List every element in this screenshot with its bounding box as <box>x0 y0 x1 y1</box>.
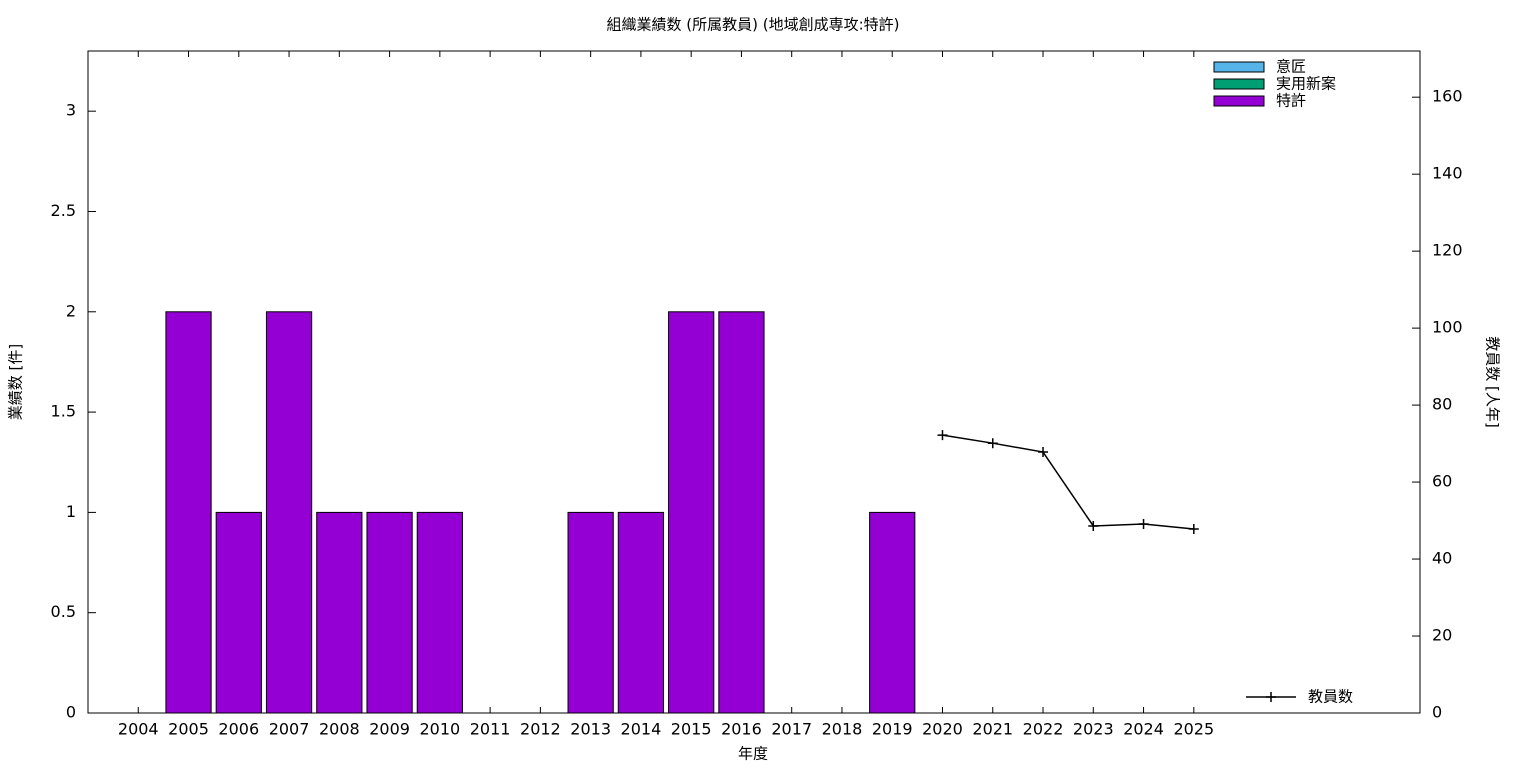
point <box>1038 447 1049 458</box>
y-tick-label: 1.5 <box>51 402 76 421</box>
legend-point <box>1266 692 1276 702</box>
chart-title: 組織業績数 (所属教員) (地域創成専攻:特許) <box>607 16 900 34</box>
bar <box>668 311 715 714</box>
y-tick-label: 2.5 <box>51 201 76 220</box>
legend-label: 実用新案 <box>1276 75 1336 93</box>
bar <box>617 511 665 714</box>
x-tick-label: 2021 <box>972 720 1013 739</box>
bar <box>265 311 313 714</box>
legend-swatch <box>1213 78 1265 90</box>
point <box>937 430 948 441</box>
x-tick-label: 2005 <box>168 720 209 739</box>
y2-axis-label: 教員数 [人年] <box>1484 336 1502 427</box>
legend-swatch <box>1213 95 1265 107</box>
y2-tick-label: 160 <box>1432 87 1463 106</box>
x-tick-label: 2008 <box>319 720 360 739</box>
line <box>942 434 1194 530</box>
bar <box>316 511 363 714</box>
x-tick-label: 2024 <box>1123 720 1164 739</box>
legend-label: 特許 <box>1276 92 1306 110</box>
bar <box>366 511 413 714</box>
x-tick-label: 2019 <box>872 720 913 739</box>
x-tick-label: 2015 <box>671 720 712 739</box>
x-tick-label: 2022 <box>1023 720 1064 739</box>
y2-tick-label: 20 <box>1432 626 1452 645</box>
x-tick-label: 2013 <box>570 720 611 739</box>
x-tick-label: 2010 <box>419 720 460 739</box>
x-axis-label: 年度 <box>738 745 768 763</box>
legend-label: 意匠 <box>1276 58 1306 76</box>
bar <box>869 511 916 714</box>
legend-swatch <box>1213 61 1265 73</box>
y-tick-label: 1 <box>66 502 76 521</box>
point <box>1088 520 1099 531</box>
x-tick-label: 2009 <box>369 720 410 739</box>
x-tick-label: 2023 <box>1073 720 1114 739</box>
x-tick-label: 2004 <box>118 720 159 739</box>
bar <box>416 511 463 714</box>
x-tick-label: 2012 <box>520 720 561 739</box>
legend-label: 教員数 <box>1308 688 1353 706</box>
x-tick-label: 2011 <box>470 720 511 739</box>
x-tick-label: 2016 <box>721 720 762 739</box>
x-tick-label: 2007 <box>269 720 310 739</box>
x-tick-label: 2006 <box>218 720 259 739</box>
y2-tick-label: 140 <box>1432 164 1463 183</box>
bar <box>718 311 765 714</box>
point <box>987 438 998 449</box>
y-tick-label: 3 <box>66 101 76 120</box>
y-axis-label: 業績数 [件] <box>7 344 25 420</box>
y2-tick-label: 60 <box>1432 472 1452 491</box>
y-tick-label: 0.5 <box>51 602 76 621</box>
y-tick-label: 2 <box>66 301 76 320</box>
bar <box>567 511 614 714</box>
y2-tick-label: 80 <box>1432 395 1452 414</box>
x-tick-label: 2018 <box>822 720 863 739</box>
y2-tick-label: 120 <box>1432 241 1463 260</box>
y2-tick-label: 40 <box>1432 549 1452 568</box>
point <box>1138 519 1149 530</box>
y-tick-label: 0 <box>66 703 76 722</box>
x-tick-label: 2017 <box>771 720 812 739</box>
bar <box>165 311 212 714</box>
x-tick-label: 2025 <box>1173 720 1214 739</box>
bar <box>215 511 262 714</box>
x-tick-label: 2014 <box>621 720 662 739</box>
x-tick-label: 2020 <box>922 720 963 739</box>
y2-tick-label: 100 <box>1432 318 1463 337</box>
y2-tick-label: 0 <box>1432 703 1442 722</box>
point <box>1188 524 1199 535</box>
